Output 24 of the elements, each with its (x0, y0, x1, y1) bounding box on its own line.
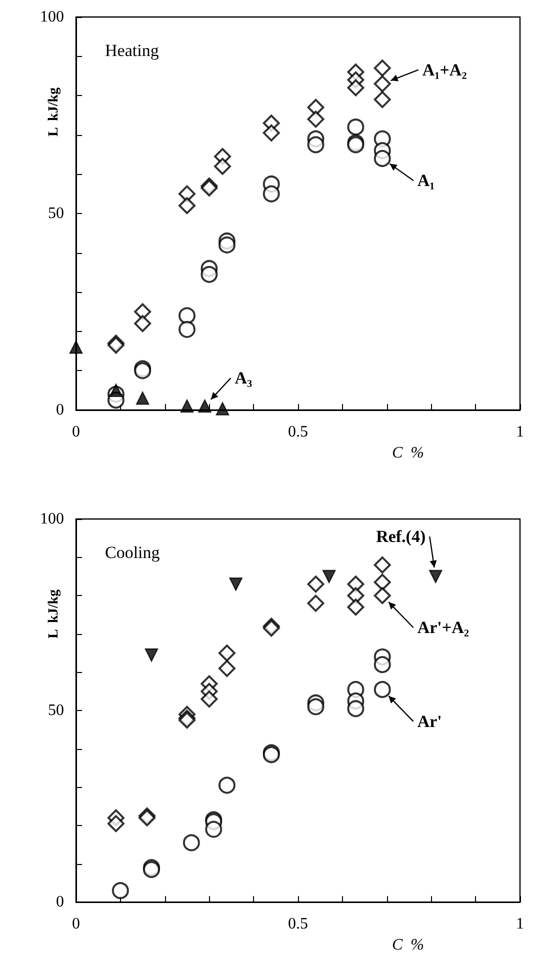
annotation: A₃ (234, 368, 252, 388)
x-tick-label: 1 (516, 916, 524, 933)
x-tick-label: 0.5 (288, 424, 308, 440)
annotation: A₁+A₂ (422, 60, 467, 80)
y-tick-label: 100 (40, 510, 64, 528)
x-tick-label: 0 (72, 916, 80, 933)
y-tick-label: 0 (56, 894, 64, 911)
annotation: Ref.(4) (376, 526, 426, 546)
text: Cooling (105, 543, 160, 562)
y-axis-title: L kJ/kg (46, 589, 62, 639)
x-tick-label: 0.5 (288, 916, 308, 933)
y-tick-label: 100 (40, 8, 64, 26)
annotation: A₁ (417, 170, 435, 190)
annotation: Ar'+A₂ (417, 618, 469, 638)
x-axis-title: C % (392, 444, 424, 462)
y-tick-label: 0 (56, 402, 64, 418)
annotation: Ar' (417, 712, 442, 731)
x-tick-label: 1 (516, 424, 524, 440)
y-tick-label: 50 (48, 205, 64, 222)
y-tick-label: 50 (48, 702, 64, 720)
text: Heating (105, 41, 160, 60)
x-tick-label: 0 (72, 424, 80, 440)
x-axis-title: C % (392, 936, 424, 954)
y-axis-title: L kJ/kg (46, 87, 62, 137)
